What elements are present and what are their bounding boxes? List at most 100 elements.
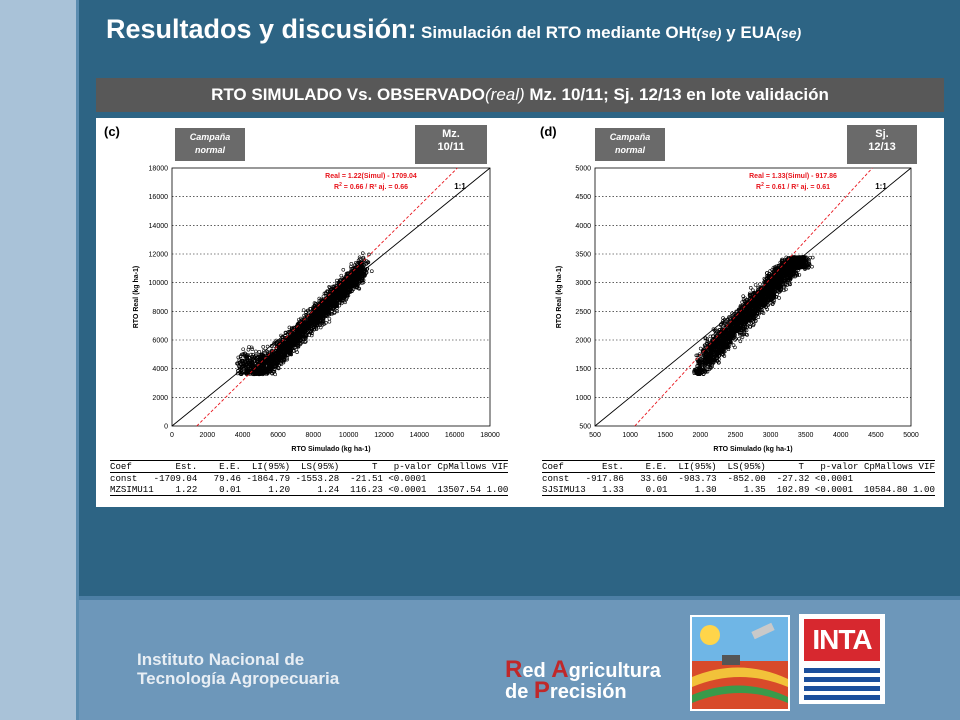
stats-row-const: const -917.86 33.60 -983.73 -852.00 -27.…	[542, 473, 854, 484]
y-tick-label: 10000	[149, 280, 169, 287]
r-squared-label: R2 = 0.61 / R² aj. = 0.61	[756, 182, 830, 191]
x-tick-label: 2000	[200, 432, 216, 439]
stats-table: Coef Est. E.E. LI(95%) LS(95%) T p-valor…	[542, 460, 935, 496]
y-axis-label: RTO Real (kg ha-1)	[556, 266, 563, 329]
title-se1: (se)	[696, 25, 722, 41]
y-tick-label: 4000	[575, 223, 591, 230]
title-sub: Simulación del RTO mediante OHt	[421, 23, 697, 42]
x-tick-label: 3000	[763, 432, 779, 439]
tag-crop-line2: 12/13	[868, 141, 896, 153]
x-tick-label: 500	[589, 432, 601, 439]
stats-row-var: MZSIMU11 1.22 0.01 1.20 1.24 116.23 <0.0…	[110, 484, 509, 496]
y-tick-label: 1500	[575, 366, 591, 373]
section-banner: RTO SIMULADO Vs. OBSERVADO(real) Mz. 10/…	[96, 78, 944, 112]
banner-pre: RTO SIMULADO Vs. OBSERVADO	[211, 85, 485, 104]
one-to-one-label: 1:1	[875, 182, 887, 191]
stats-header: Coef Est. E.E. LI(95%) LS(95%) T p-valor…	[542, 460, 935, 473]
institution-line1: Instituto Nacional de	[137, 650, 305, 669]
x-tick-label: 4500	[868, 432, 884, 439]
y-tick-label: 0	[164, 424, 168, 431]
x-tick-label: 1000	[622, 432, 638, 439]
x-tick-label: 5000	[903, 432, 919, 439]
tag-campaign-line1: Campaña	[609, 132, 651, 142]
r-squared-label: R2 = 0.66 / R² aj. = 0.66	[334, 182, 408, 191]
lower-decor-stripe	[79, 596, 960, 601]
x-tick-label: 12000	[374, 432, 394, 439]
x-tick-label: 2500	[728, 432, 744, 439]
title-se2: (se)	[776, 25, 802, 41]
y-tick-label: 2500	[575, 309, 591, 316]
regression-equation: Real = 1.33(Simul) - 917.86	[749, 173, 837, 180]
x-tick-label: 8000	[306, 432, 322, 439]
chart-panel-c: (c) Campaña normal Mz. 10/11 0 2000 4000 6000…	[96, 118, 520, 507]
tag-campaign-line2: normal	[614, 145, 645, 155]
y-tick-label: 4000	[152, 366, 168, 373]
x-tick-label: 4000	[235, 432, 251, 439]
red-agricultura-logo: Red Agricultura de Precisión	[505, 656, 661, 704]
chart-panel-d: (d) Campaña normal Sj. 12/13 500 1000 1500 20…	[520, 118, 944, 507]
y-tick-label: 3000	[575, 280, 591, 287]
slide-title: Resultados y discusión: Simulación del R…	[106, 14, 801, 45]
y-tick-label: 8000	[152, 309, 168, 316]
left-decor-line	[76, 0, 79, 720]
y-tick-label: 500	[579, 424, 591, 431]
x-tick-label: 10000	[339, 432, 359, 439]
scatter-chart-d: 500 1000 1500 2000 2500 3000 3500 4000 4500 5000 5…	[556, 166, 919, 454]
y-tick-label: 1000	[575, 395, 591, 402]
regression-equation: Real = 1.22(Simul) - 1709.04	[325, 173, 417, 180]
banner-italic: (real)	[485, 85, 525, 104]
x-tick-label: 1500	[657, 432, 673, 439]
stats-header: Coef Est. E.E. LI(95%) LS(95%) T p-valor…	[110, 460, 509, 473]
one-to-one-line	[171, 167, 491, 427]
x-tick-label: 3500	[798, 432, 814, 439]
x-tick-label: 18000	[480, 432, 500, 439]
tag-crop-line2: 10/11	[437, 141, 465, 153]
stats-row-const: const -1709.04 79.46 -1864.79 -1553.28 -…	[110, 473, 427, 484]
tag-crop: Sj. 12/13	[847, 125, 917, 164]
y-tick-label: 12000	[149, 252, 169, 259]
title-mid: y EUA	[721, 23, 777, 42]
tag-crop-line1: Sj.	[875, 128, 889, 140]
y-tick-label: 16000	[149, 194, 169, 201]
regression-line	[196, 167, 458, 427]
y-tick-label: 2000	[152, 395, 168, 402]
stats-table: Coef Est. E.E. LI(95%) LS(95%) T p-valor…	[110, 460, 509, 496]
institution-name: Instituto Nacional de Tecnología Agropecu…	[137, 650, 339, 688]
x-axis-label: RTO Simulado (kg ha-1)	[291, 446, 370, 453]
y-tick-label: 3500	[575, 252, 591, 259]
left-decor-band	[0, 0, 76, 720]
scatter-chart-c: 0 2000 4000 6000 8000 10000 12000 14000 16000 180…	[133, 166, 500, 454]
tag-campaign-line1: Campaña	[189, 132, 231, 142]
tag-campaign: Campaña normal	[595, 128, 665, 161]
panel-letter: (d)	[540, 124, 557, 139]
inta-logo-text: INTA	[804, 619, 880, 661]
x-tick-label: 16000	[445, 432, 465, 439]
one-to-one-line	[594, 167, 912, 427]
y-axis-label: RTO Real (kg ha-1)	[133, 266, 140, 329]
x-tick-label: 6000	[270, 432, 286, 439]
x-tick-label: 4000	[833, 432, 849, 439]
y-tick-label: 14000	[149, 223, 169, 230]
tag-campaign: Campaña normal	[175, 128, 245, 161]
x-tick-label: 0	[170, 432, 174, 439]
y-tick-label: 18000	[149, 166, 169, 173]
panel-letter: (c)	[104, 124, 120, 139]
tag-campaign-line2: normal	[194, 145, 225, 155]
y-tick-label: 6000	[152, 338, 168, 345]
regression-line	[634, 167, 873, 427]
figure-area: (c) Campaña normal Mz. 10/11 0 2000 4000 6000…	[96, 118, 944, 507]
y-tick-label: 2000	[575, 338, 591, 345]
tag-crop-line1: Mz.	[442, 128, 460, 140]
x-tick-label: 14000	[410, 432, 430, 439]
x-tick-label: 2000	[693, 432, 709, 439]
agriculture-field-image	[690, 615, 790, 711]
tag-crop: Mz. 10/11	[415, 125, 487, 164]
y-tick-label: 5000	[575, 166, 591, 173]
one-to-one-label: 1:1	[454, 182, 466, 191]
x-axis-label: RTO Simulado (kg ha-1)	[713, 446, 792, 453]
inta-logo: INTA	[799, 614, 885, 704]
stats-row-var: SJSIMU13 1.33 0.01 1.30 1.35 102.89 <0.0…	[542, 484, 935, 496]
title-main: Resultados y discusión:	[106, 14, 417, 44]
y-tick-label: 4500	[575, 194, 591, 201]
institution-line2: Tecnología Agropecuaria	[137, 669, 340, 688]
